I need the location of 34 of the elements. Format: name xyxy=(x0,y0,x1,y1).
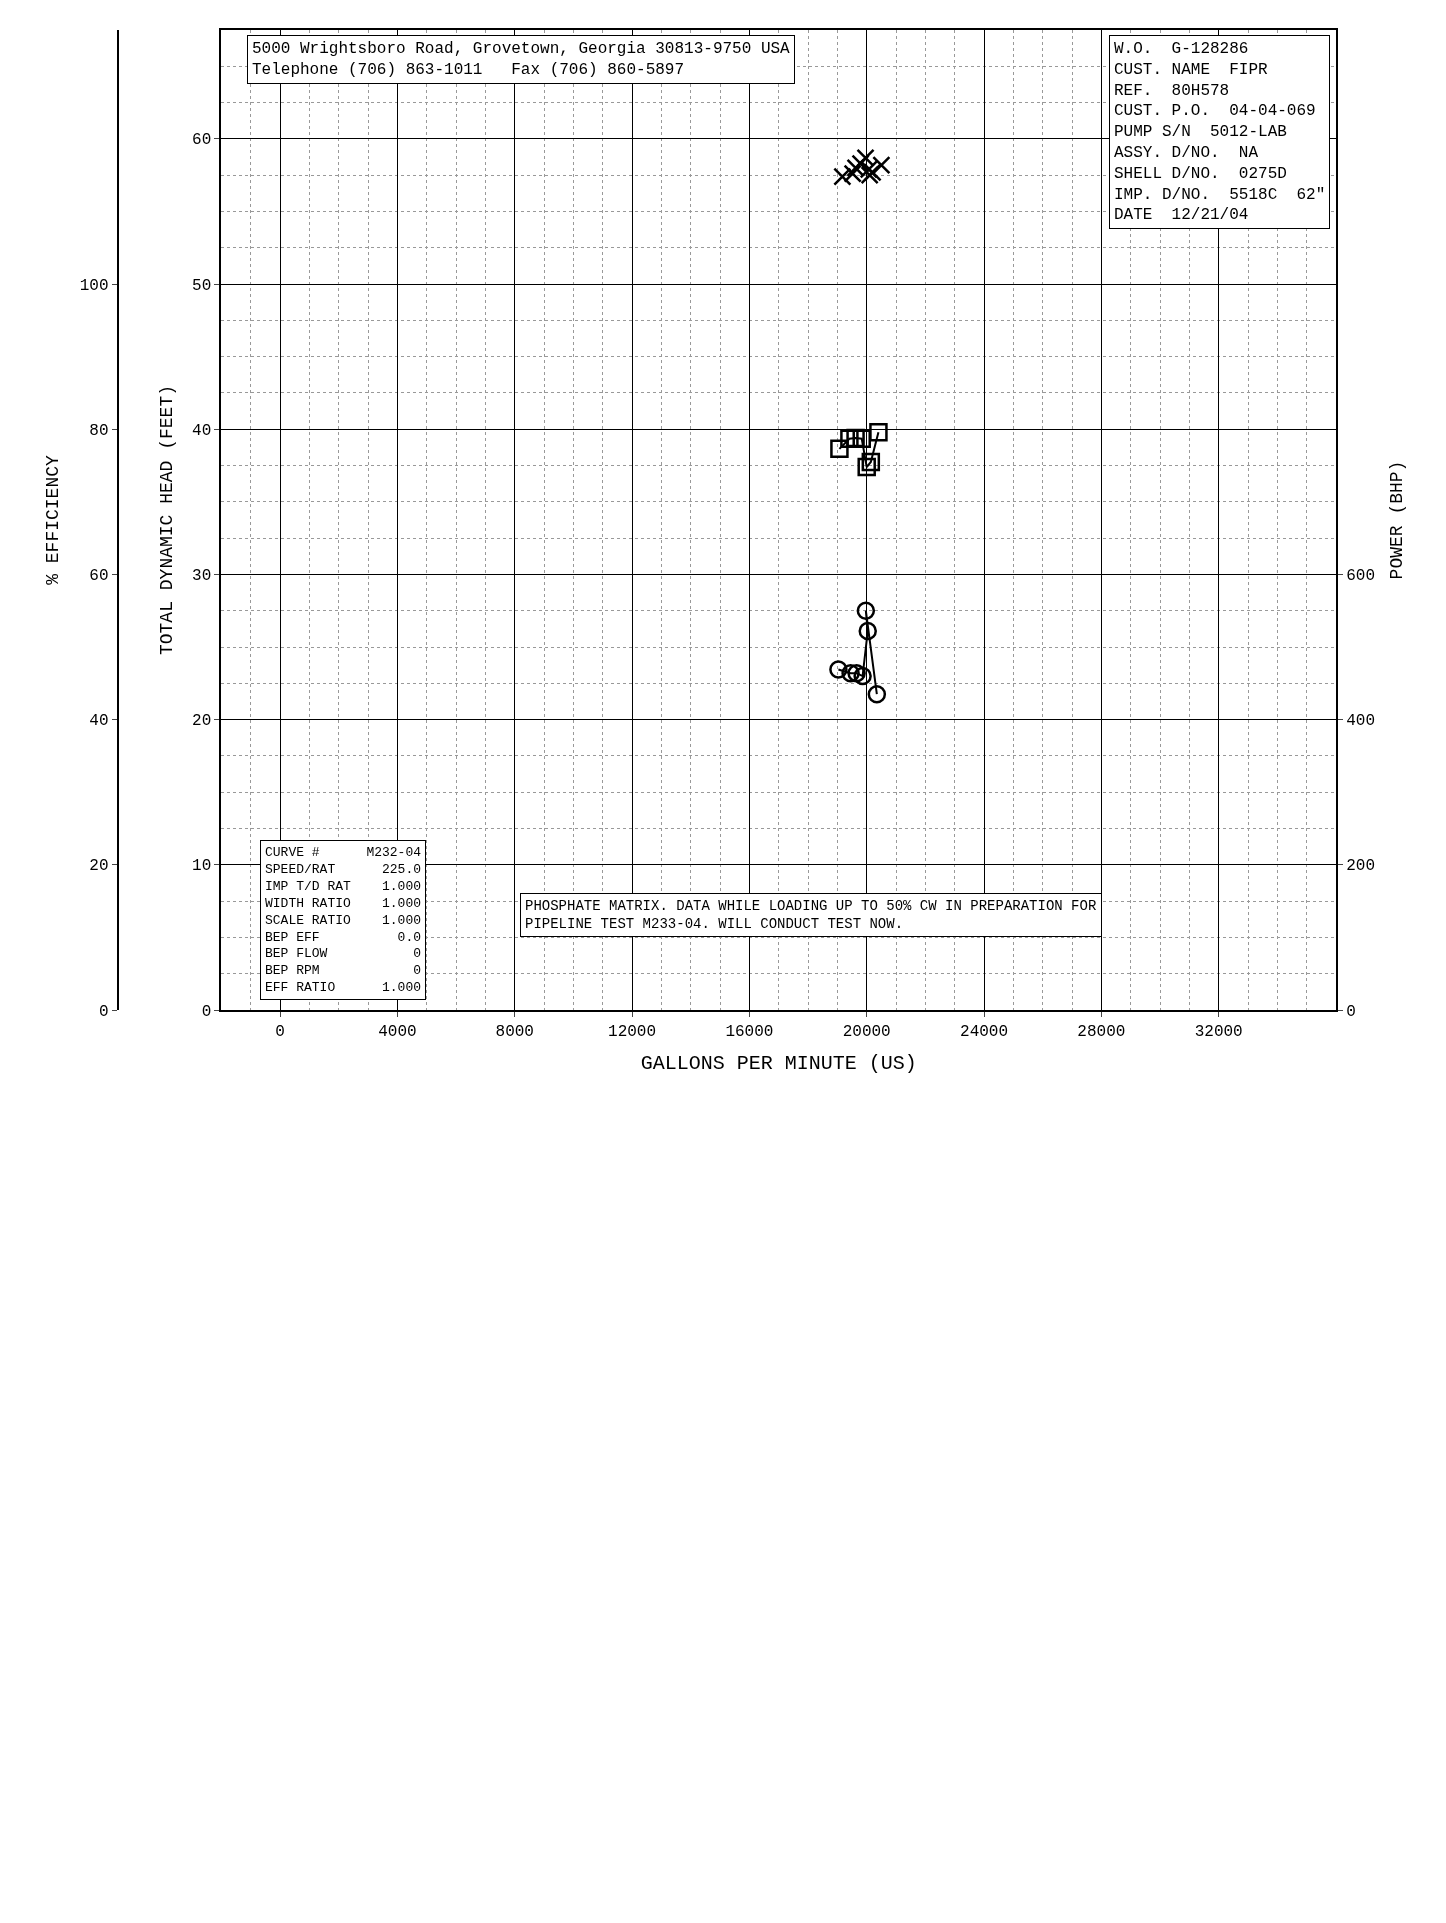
x-axis-title: GALLONS PER MINUTE (US) xyxy=(640,1052,917,1076)
text: W.O. G-128286 CUST. NAME FIPR REF. 80H578 CUST. P.O. 04-04-069 PUMP S/N 5012-LAB ASSY. D/NO. NA SHELL D/NO. 0275D IMP. D/NO. 5518C 62" DATE 12/21/04 xyxy=(1114,40,1326,225)
x-tick-label: 12000 xyxy=(608,1023,657,1042)
y2-axis-title: % EFFICIENCY xyxy=(43,454,64,585)
y2-tick-label: 60 xyxy=(89,567,109,586)
y-tick-label: 40 xyxy=(192,421,212,440)
text: CURVE # M232-04 SPEED/RAT 225.0 IMP T/D RAT 1.000 WIDTH RATIO 1.000 SCALE RATIO 1.000 BEP EFF 0.0 BEP FLOW 0 BEP RPM 0 EFF RATIO 1.000 xyxy=(265,845,422,996)
x-tick-label: 8000 xyxy=(495,1023,534,1042)
y3-axis-title: POWER (BHP) xyxy=(1386,460,1407,580)
x-tick-label: 16000 xyxy=(725,1023,774,1042)
annotation: PHOSPHATE MATRIX. DATA WHILE LOADING UP TO 50% CW IN PREPARATION FOR PIPELINE TEST M233-04. WILL CONDUCT TEST NOW. xyxy=(525,898,1097,933)
y-axis-title: TOTAL DYNAMIC HEAD (FEET) xyxy=(156,384,177,656)
y2-tick-label: 0 xyxy=(98,1002,109,1021)
x-tick-label: 24000 xyxy=(960,1023,1009,1042)
x-tick-label: 32000 xyxy=(1194,1023,1243,1042)
y2-tick-label: 40 xyxy=(89,712,109,731)
y-tick-label: 30 xyxy=(192,567,212,586)
y3-tick-label: 0 xyxy=(1346,1002,1356,1021)
x-tick-label: 0 xyxy=(275,1023,285,1042)
x-tick-label: 20000 xyxy=(842,1023,891,1042)
y-tick-label: 20 xyxy=(192,712,212,731)
y3-tick-label: 200 xyxy=(1346,857,1376,876)
y3-tick-label: 400 xyxy=(1346,712,1376,731)
y-tick-label: 10 xyxy=(192,857,212,876)
y2-tick-label: 80 xyxy=(89,421,109,440)
y2-tick-label: 100 xyxy=(79,276,109,295)
y-tick-label: 50 xyxy=(192,276,212,295)
annotation: 5000 Wrightsboro Road, Grovetown, Georgia 30813-9750 USA Telephone (706) 863-1011 Fax (706) 860-5897 xyxy=(252,40,791,79)
x-tick-label: 28000 xyxy=(1077,1023,1126,1042)
y-tick-label: 60 xyxy=(192,131,212,150)
y-tick-label: 0 xyxy=(201,1002,212,1021)
y2-tick-label: 20 xyxy=(89,857,109,876)
x-tick-label: 4000 xyxy=(378,1023,417,1042)
y3-tick-label: 600 xyxy=(1346,567,1376,586)
